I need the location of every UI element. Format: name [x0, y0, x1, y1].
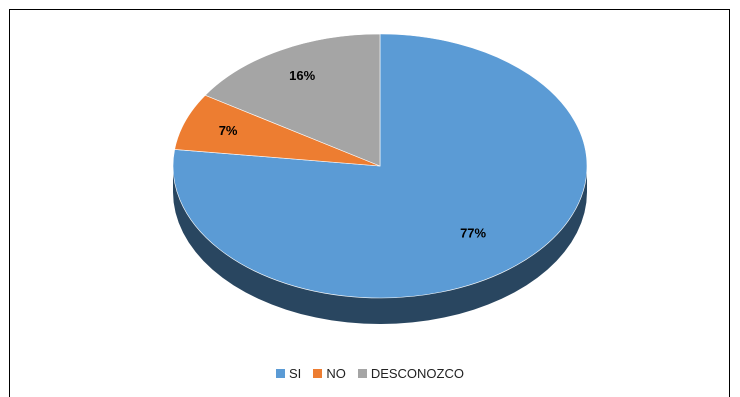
legend-item-no: NO [313, 366, 346, 381]
pie-slice-si [172, 33, 588, 299]
pie-slice-desconozco [204, 33, 381, 167]
legend-swatch-desconozco [357, 369, 367, 378]
legend-label-si: SI [289, 366, 302, 381]
legend-item-si: SI [276, 366, 301, 381]
pie-side-si [173, 166, 587, 324]
legend-item-desconozco: DESCONOZCO [357, 366, 464, 381]
legend-swatch-si [276, 369, 286, 378]
data-label-desconozco: 16% [289, 68, 315, 83]
legend-swatch-no [313, 369, 323, 378]
legend-label-desconozco: DESCONOZCO [370, 366, 464, 381]
legend-label-no: NO [326, 366, 346, 381]
data-label-no: 7% [219, 123, 238, 138]
data-label-si: 77% [460, 225, 486, 240]
chart-legend: SI NO DESCONOZCO [0, 366, 740, 381]
